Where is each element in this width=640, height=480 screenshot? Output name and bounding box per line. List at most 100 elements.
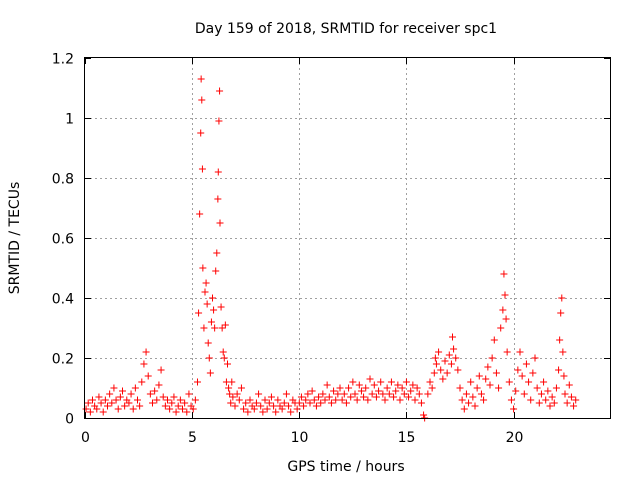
y-tick-label: 1.2 xyxy=(52,52,74,68)
data-point xyxy=(402,378,410,386)
data-point xyxy=(454,366,462,374)
data-point xyxy=(450,345,458,353)
data-point xyxy=(202,279,210,287)
data-point xyxy=(407,387,415,395)
data-point xyxy=(364,396,372,404)
data-point xyxy=(375,387,383,395)
x-tick-label: 0 xyxy=(81,430,90,446)
data-point xyxy=(368,390,376,398)
data-point xyxy=(206,369,214,377)
data-point xyxy=(185,390,193,398)
x-tick-label: 5 xyxy=(188,430,197,446)
data-point xyxy=(229,393,237,401)
data-points xyxy=(82,75,580,422)
data-point xyxy=(161,402,169,410)
data-point xyxy=(257,402,265,410)
data-point xyxy=(261,396,269,404)
data-point xyxy=(327,399,335,407)
data-point xyxy=(106,390,114,398)
y-axis-title: SRMTID / TECUs xyxy=(7,182,23,295)
data-point xyxy=(225,384,233,392)
y-tick-label: 0.2 xyxy=(52,352,74,368)
data-point xyxy=(300,402,308,410)
data-point xyxy=(381,396,389,404)
data-point xyxy=(302,396,310,404)
data-point xyxy=(255,390,263,398)
data-point xyxy=(557,309,565,317)
data-point xyxy=(501,291,509,299)
data-point xyxy=(142,348,150,356)
data-point xyxy=(108,399,116,407)
data-point xyxy=(237,384,245,392)
data-point xyxy=(347,393,355,401)
data-point xyxy=(213,249,221,257)
data-point xyxy=(216,87,224,95)
data-point xyxy=(157,366,165,374)
data-point xyxy=(179,405,186,413)
data-point xyxy=(334,390,342,398)
data-point xyxy=(426,378,434,386)
data-point xyxy=(537,390,545,398)
data-point xyxy=(570,402,578,410)
data-point xyxy=(488,354,496,362)
data-point xyxy=(317,399,325,407)
data-point xyxy=(252,399,260,407)
plot-frame xyxy=(84,57,611,419)
data-point xyxy=(151,387,159,395)
data-point xyxy=(321,396,329,404)
y-tick-label: 0 xyxy=(65,412,74,428)
data-point xyxy=(405,393,413,401)
data-point xyxy=(366,375,374,383)
data-point xyxy=(561,390,569,398)
data-point xyxy=(555,366,563,374)
data-point xyxy=(452,354,460,362)
data-point xyxy=(194,378,201,386)
data-point xyxy=(224,360,231,368)
data-point xyxy=(411,396,419,404)
data-point xyxy=(198,96,206,104)
data-point xyxy=(340,390,348,398)
data-point xyxy=(168,399,176,407)
data-point xyxy=(413,384,421,392)
y-tick-label: 0.4 xyxy=(52,292,74,308)
y-tick-label: 1 xyxy=(65,112,74,128)
data-point xyxy=(542,396,550,404)
data-point xyxy=(295,399,303,407)
data-point xyxy=(129,405,137,413)
data-point xyxy=(492,369,500,377)
data-point xyxy=(214,168,222,176)
data-point xyxy=(471,402,479,410)
data-point xyxy=(473,384,481,392)
data-point xyxy=(379,390,387,398)
data-point xyxy=(233,390,241,398)
data-point xyxy=(383,384,391,392)
data-point xyxy=(217,303,225,311)
data-point xyxy=(219,348,227,356)
data-point xyxy=(196,210,204,218)
data-point xyxy=(114,405,122,413)
data-point xyxy=(127,390,135,398)
tick-layer: 0 0.2 0.4 0.6 0.8 1 1.2 0 5 10 15 20 xyxy=(52,52,610,446)
data-point xyxy=(392,387,400,395)
data-point xyxy=(323,381,331,389)
data-point xyxy=(456,384,464,392)
data-point xyxy=(480,396,488,404)
data-point xyxy=(99,408,107,416)
data-point xyxy=(507,396,515,404)
data-point xyxy=(235,396,243,404)
data-point xyxy=(278,405,286,413)
data-point xyxy=(449,333,456,341)
data-point xyxy=(267,393,275,401)
data-point xyxy=(259,408,267,416)
data-point xyxy=(409,381,417,389)
data-point xyxy=(443,369,451,377)
data-point xyxy=(499,306,507,314)
data-point xyxy=(203,300,211,308)
data-point xyxy=(265,399,273,407)
data-point xyxy=(306,399,314,407)
data-point xyxy=(155,381,163,389)
data-point xyxy=(285,402,293,410)
y-tick-label: 0.6 xyxy=(52,232,74,248)
data-point xyxy=(144,372,152,380)
